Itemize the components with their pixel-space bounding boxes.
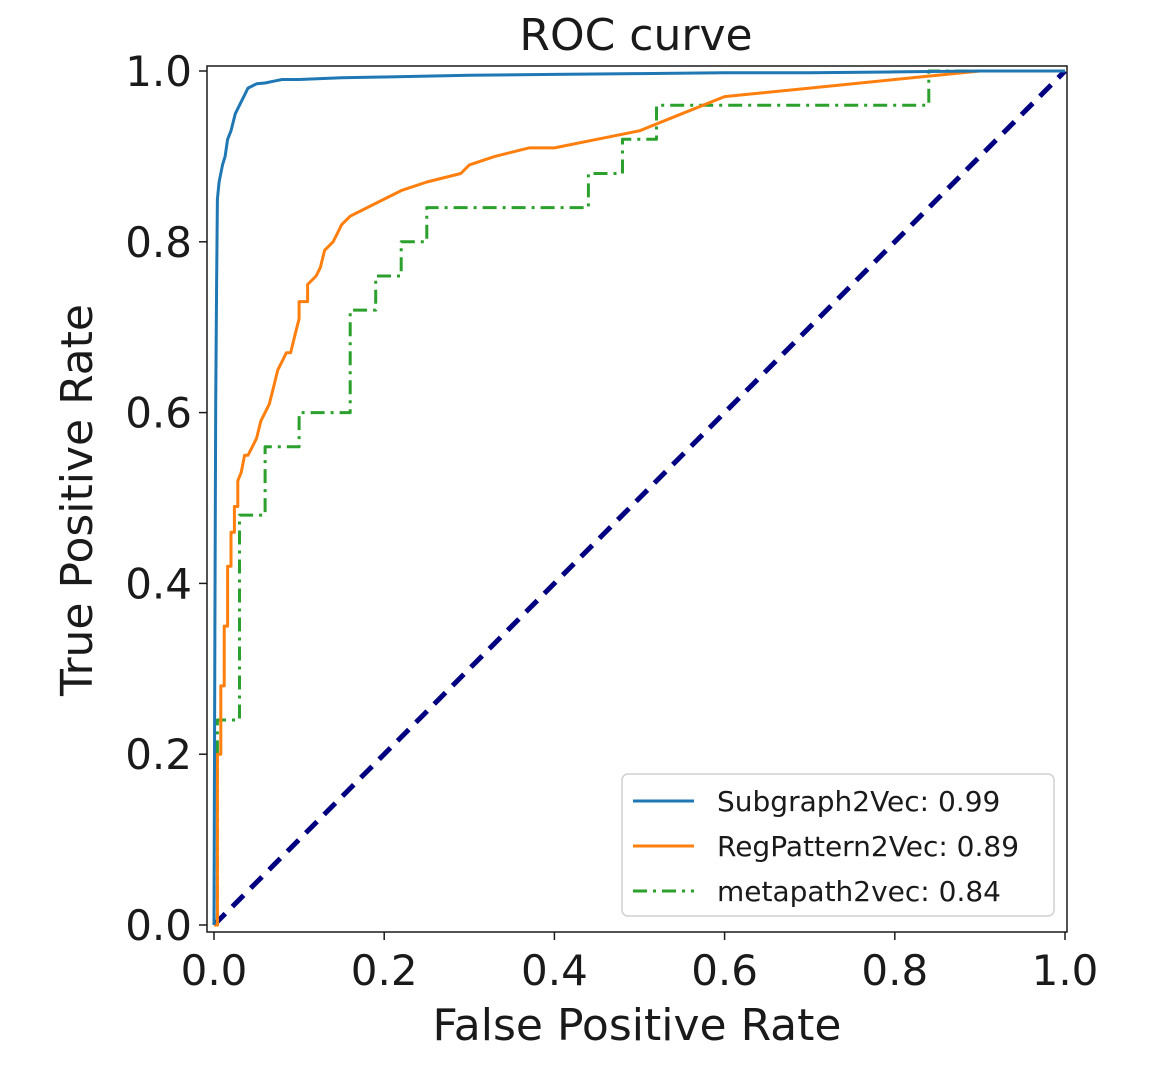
legend-label-subgraph2vec: Subgraph2Vec: 0.99: [717, 785, 1000, 818]
x-tick-label: 0.6: [691, 946, 758, 995]
legend-items: Subgraph2Vec: 0.99 RegPattern2Vec: 0.89 me…: [633, 785, 1019, 908]
y-tick-label: 0.4: [125, 559, 192, 608]
x-tick-label: 0.0: [181, 946, 248, 995]
legend-frame: [621, 773, 1055, 917]
y-tick-label: 0.0: [125, 901, 192, 950]
series-line-chance: [212, 69, 1067, 927]
x-tick-label: 0.2: [351, 946, 418, 995]
y-tick-label: 0.8: [125, 218, 192, 267]
y-tick-label: 1.0: [125, 47, 192, 96]
y-tick-label: 0.6: [125, 389, 192, 438]
legend: Subgraph2Vec: 0.99 RegPattern2Vec: 0.89 me…: [621, 773, 1055, 917]
series-line-metapath2vec: [214, 69, 1065, 927]
tick-layer: 0.0 0.2 0.4 0.6 0.8 1.0 0.0 0.2 0.4 0.6 0.8 1.0: [125, 47, 1098, 995]
x-axis-label: False Positive Rate: [433, 1000, 842, 1051]
y-axis-label: True Positive Rate: [52, 304, 103, 697]
series-line-regpattern2vec: [214, 69, 1065, 927]
series-layer: [212, 69, 1067, 927]
x-tick-label: 0.8: [861, 946, 928, 995]
x-tick-label: 0.4: [521, 946, 588, 995]
y-tick-label: 0.2: [125, 730, 192, 779]
legend-label-metapath2vec: metapath2vec: 0.84: [717, 875, 1001, 908]
series-line-subgraph2vec: [212, 69, 1065, 926]
legend-label-regpattern2vec: RegPattern2Vec: 0.89: [717, 830, 1019, 863]
chart-title: ROC curve: [519, 10, 752, 61]
x-tick-label: 1.0: [1032, 946, 1099, 995]
